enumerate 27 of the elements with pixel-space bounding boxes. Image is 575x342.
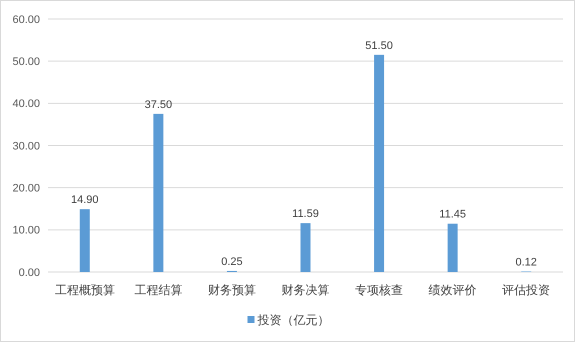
data-label: 14.90 <box>71 194 99 206</box>
legend-label: 投资（亿元） <box>256 313 330 328</box>
x-tick-label: 财务预算 <box>208 283 256 297</box>
data-label: 51.50 <box>365 40 393 52</box>
data-label: 0.25 <box>221 256 243 268</box>
y-tick-label: 60.00 <box>12 14 40 26</box>
data-label: 37.50 <box>144 98 172 111</box>
y-tick-label: 20.00 <box>12 182 40 195</box>
bar <box>80 209 90 272</box>
x-tick-label: 工程结算 <box>134 283 182 297</box>
x-tick-label: 工程概预算 <box>54 283 115 297</box>
data-label: 11.45 <box>439 208 466 221</box>
y-tick-label: 40.00 <box>12 98 40 110</box>
y-tick-label: 0.00 <box>18 266 40 279</box>
bar <box>448 224 458 272</box>
bar <box>153 114 164 272</box>
x-tick-label: 财务决算 <box>282 283 330 297</box>
bar <box>374 54 384 272</box>
x-tick-label: 评估投资 <box>502 283 550 297</box>
x-tick-label: 专项核查 <box>355 283 404 297</box>
data-label: 11.59 <box>292 208 319 220</box>
y-tick-label: 10.00 <box>12 224 40 237</box>
x-tick-label: 绩效评价 <box>428 283 477 297</box>
bar <box>300 223 310 272</box>
data-label: 0.12 <box>516 256 537 268</box>
y-tick-label: 50.00 <box>12 56 40 68</box>
y-tick-label: 30.00 <box>12 140 40 152</box>
